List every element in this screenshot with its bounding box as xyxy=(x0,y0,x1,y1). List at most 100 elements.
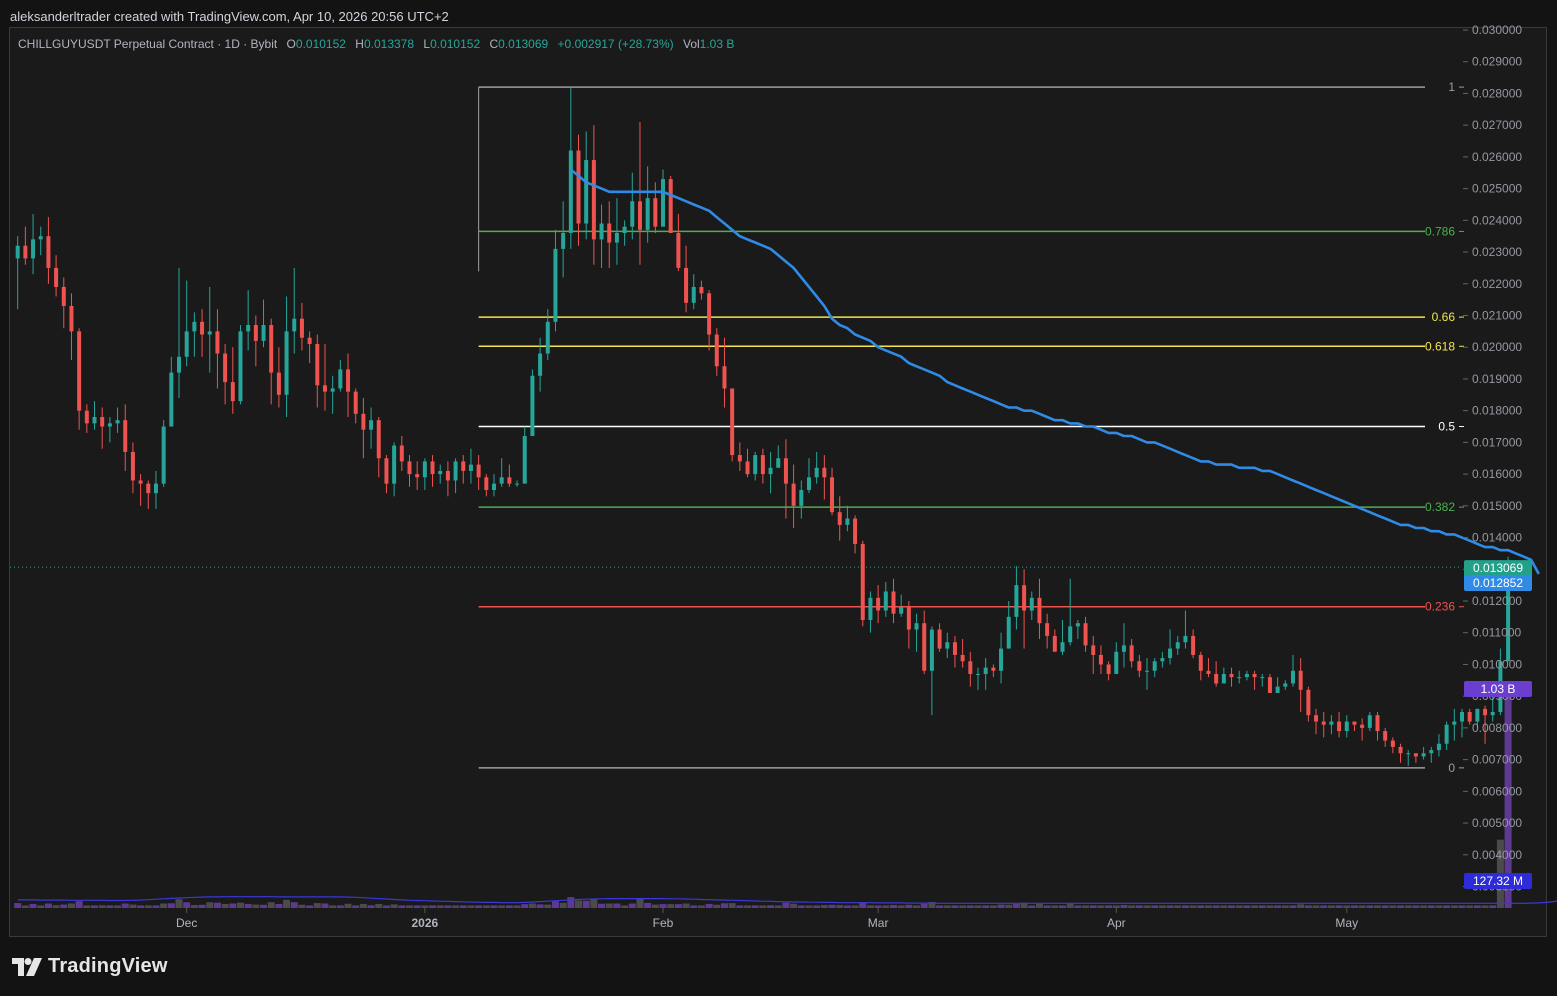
candle-body xyxy=(1506,566,1511,662)
volume-bar xyxy=(1082,905,1090,908)
candle-body xyxy=(622,226,627,234)
y-axis-tick-label: 0.018000 xyxy=(1472,404,1522,418)
legend-symbol[interactable]: CHILLGUYUSDT Perpetual Contract · 1D · B… xyxy=(18,37,278,51)
volume-bar xyxy=(1412,905,1420,908)
y-axis-tick-label: 0.004000 xyxy=(1472,848,1522,862)
candle-body xyxy=(1475,708,1480,722)
candle-body xyxy=(399,445,404,462)
fib-level-label: 0.382 xyxy=(1425,500,1455,514)
candle-body xyxy=(1444,724,1449,744)
volume-bar xyxy=(1097,905,1105,908)
candle-body xyxy=(1168,648,1173,659)
tradingview-logo-text: TradingView xyxy=(48,955,168,977)
candle-body xyxy=(1068,626,1073,643)
tradingview-logo[interactable]: TradingView xyxy=(12,955,168,978)
candle-body xyxy=(753,455,758,475)
candle-body xyxy=(999,648,1004,671)
candle-body xyxy=(1375,715,1380,732)
candle-body xyxy=(422,461,427,478)
candle-body xyxy=(107,423,112,427)
candle-body xyxy=(453,461,458,481)
volume-bar xyxy=(790,903,798,908)
volume-bar xyxy=(229,903,237,908)
candle-body xyxy=(1244,673,1249,678)
legend-open-value: 0.010152 xyxy=(295,37,346,51)
candle-body xyxy=(822,467,827,478)
volume-bar xyxy=(421,905,429,908)
volume-bar xyxy=(160,903,168,908)
volume-bar xyxy=(744,905,752,908)
candle-body xyxy=(1398,746,1403,754)
volume-bar xyxy=(21,905,29,908)
candle-body xyxy=(730,388,735,456)
volume-bar xyxy=(275,903,283,908)
volume-bar xyxy=(490,905,498,908)
footer xyxy=(0,937,1557,996)
candle-body xyxy=(484,477,489,490)
legend-low-value: 0.010152 xyxy=(430,37,481,51)
legend-high-label: H xyxy=(355,37,364,51)
volume-bar xyxy=(621,905,629,908)
x-axis-tick-label: Feb xyxy=(653,916,674,930)
volume-bar xyxy=(60,904,68,908)
volume-bar xyxy=(1181,905,1189,908)
chart-frame[interactable] xyxy=(9,27,1547,937)
volume-bar xyxy=(198,904,206,908)
candle-body xyxy=(223,353,228,383)
volume-bar xyxy=(1228,905,1236,908)
attribution-text: aleksanderltrader created with TradingVi… xyxy=(10,9,449,24)
candle-body xyxy=(415,474,420,478)
candle-body xyxy=(929,629,934,671)
candle-body xyxy=(1329,721,1334,725)
volume-bar xyxy=(836,905,844,908)
volume-bar xyxy=(1089,905,1097,908)
volume-bar xyxy=(1358,905,1366,908)
candle-body xyxy=(276,372,281,395)
candle-body xyxy=(1037,597,1042,624)
x-axis-tick-label: May xyxy=(1335,916,1358,930)
candle-body xyxy=(192,321,197,332)
volume-bar xyxy=(1297,904,1305,908)
candle-body xyxy=(799,489,804,506)
volume-bar xyxy=(444,905,452,908)
volume-bar xyxy=(367,905,375,908)
y-axis-tick-label: 0.025000 xyxy=(1472,182,1522,196)
candle-body xyxy=(269,325,274,373)
volume-bar xyxy=(1059,905,1067,908)
volume-bar xyxy=(805,905,813,908)
candle-body xyxy=(369,420,374,430)
candle-body xyxy=(538,353,543,376)
volume-bar xyxy=(1143,905,1151,908)
y-axis-tick-label: 0.011000 xyxy=(1472,626,1521,640)
candle-body xyxy=(146,483,151,494)
candle-body xyxy=(645,198,650,230)
volume-bar xyxy=(1120,905,1128,908)
ma-value-label-text: 0.012852 xyxy=(1473,576,1523,590)
candle-body xyxy=(684,267,689,303)
y-axis-tick-label: 0.012000 xyxy=(1472,594,1522,608)
volume-bar xyxy=(429,905,437,908)
ma-value-label: 0.012852 xyxy=(1464,574,1532,591)
candle-body xyxy=(61,286,66,306)
candle-body xyxy=(661,179,666,227)
candle-body xyxy=(1198,654,1203,671)
volume-bar xyxy=(705,903,713,908)
candle-body xyxy=(1229,673,1234,678)
candle-body xyxy=(92,417,97,424)
volume-bar xyxy=(1274,905,1282,908)
candle-body xyxy=(161,426,166,484)
candle-body xyxy=(699,286,704,294)
candle-body xyxy=(1352,721,1357,725)
volume-bar xyxy=(598,903,606,908)
volume-bar xyxy=(382,905,390,908)
volume-bar xyxy=(98,905,106,908)
volume-bar xyxy=(651,904,659,908)
candle-body xyxy=(392,445,397,484)
candle-body xyxy=(1467,712,1472,722)
candle-body xyxy=(23,245,28,259)
candle-body xyxy=(937,629,942,649)
volume-bar xyxy=(1105,905,1113,908)
volume-bar xyxy=(713,904,721,908)
volume-bar xyxy=(1166,905,1174,908)
